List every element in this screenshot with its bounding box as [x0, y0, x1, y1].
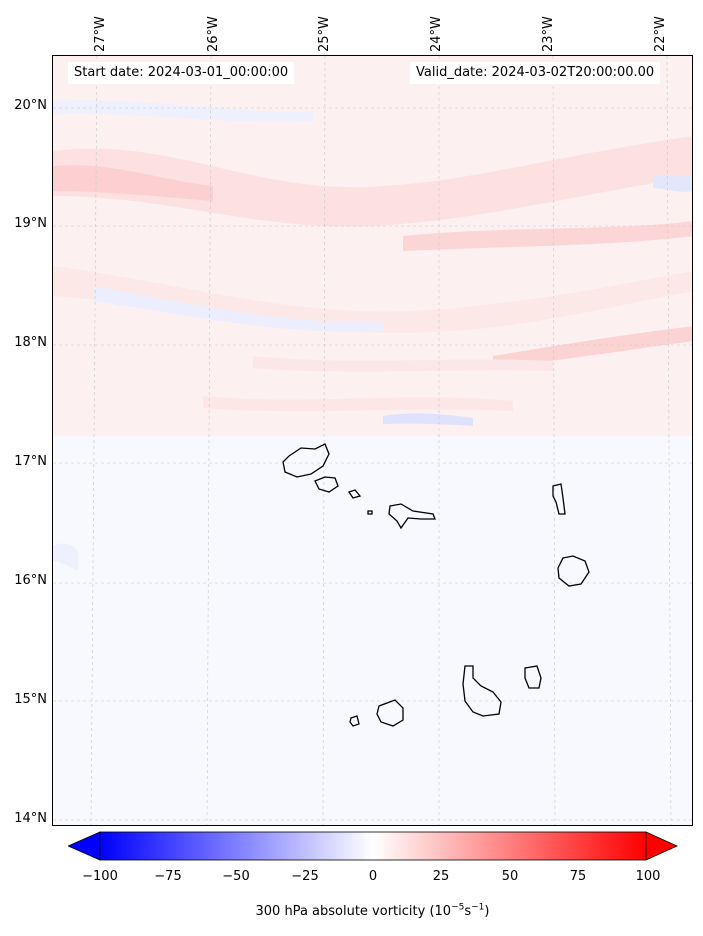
colorbar-tick-label: −75 [154, 869, 182, 884]
colorbar-title-unit: s [464, 904, 472, 919]
colorbar-title-exponent: −5 [451, 902, 465, 913]
lat-label-14n: 14°N [14, 811, 47, 826]
colorbar-title: 300 hPa absolute vorticity (10−5s−1) [0, 902, 703, 919]
colorbar-tick-label: −50 [222, 869, 250, 884]
lat-label-19n: 19°N [14, 216, 47, 231]
colorbar-title-exponent: −1 [471, 902, 485, 913]
colorbar-title-suffix: ) [484, 904, 490, 919]
lat-label-15n: 15°N [14, 692, 47, 707]
colorbar-gradient [99, 831, 647, 861]
island-maio [524, 665, 542, 689]
valid-date-label: Valid_date: 2024-03-02T20:00:00.00 [410, 62, 661, 84]
field-positive-region [53, 56, 692, 436]
island-santa-luzia [347, 489, 362, 499]
colorbar-tick-label: 50 [501, 869, 519, 884]
lat-label-20n: 20°N [14, 98, 47, 113]
island-sao-nicolau [388, 503, 436, 530]
map-panel [52, 55, 693, 826]
colorbar-tick-label: 0 [368, 869, 378, 884]
coastlines [282, 443, 590, 727]
colorbar-title-prefix: 300 hPa absolute vorticity (10 [255, 904, 452, 919]
colorbar-tick-label: −100 [82, 869, 118, 884]
colorbar-tick-label: 25 [432, 869, 450, 884]
island-sal [552, 483, 566, 515]
lon-label-23w: 23°W [541, 16, 556, 52]
colorbar-tick-label: 75 [569, 869, 587, 884]
vorticity-map [53, 56, 692, 825]
island-boa-vista [557, 555, 590, 587]
island-santiago [462, 665, 502, 717]
lon-label-27w: 27°W [93, 16, 108, 52]
lon-label-26w: 26°W [206, 16, 221, 52]
colorbar-tick-label: 100 [635, 869, 661, 884]
colorbar-tick-label: −25 [291, 869, 319, 884]
graticule [53, 56, 692, 825]
island-fogo [376, 699, 404, 727]
colorbar [68, 831, 678, 861]
lat-label-16n: 16°N [14, 573, 47, 588]
lon-label-22w: 22°W [653, 16, 668, 52]
colorbar-max-extend [645, 831, 678, 861]
lat-label-17n: 17°N [14, 454, 47, 469]
island-sao-vicente [314, 476, 339, 493]
island-brava [349, 715, 360, 727]
colorbar-min-extend [68, 831, 101, 861]
start-date-label: Start date: 2024-03-01_00:00:00 [68, 62, 295, 84]
vorticity-contours [53, 100, 692, 571]
island-santo-antao [282, 443, 330, 478]
lon-label-25w: 25°W [317, 16, 332, 52]
island-raso [367, 510, 373, 515]
lat-label-18n: 18°N [14, 335, 47, 350]
lon-label-24w: 24°W [429, 16, 444, 52]
